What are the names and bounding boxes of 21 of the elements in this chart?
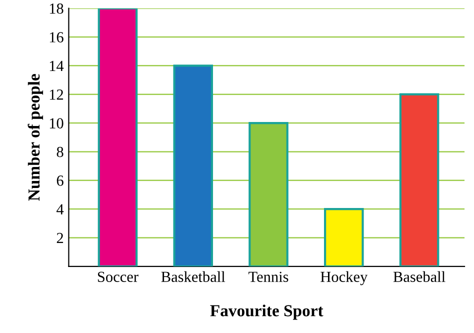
x-tick-label: Basketball bbox=[161, 271, 226, 282]
y-tick-label: 18 bbox=[50, 3, 64, 14]
x-axis-title: Favourite Sport bbox=[210, 304, 324, 320]
bar bbox=[324, 208, 364, 266]
y-tick-label: 2 bbox=[56, 232, 64, 244]
bar bbox=[98, 8, 138, 266]
bar bbox=[248, 122, 288, 266]
x-tick-label: Hockey bbox=[320, 271, 368, 286]
y-tick-label: 12 bbox=[50, 90, 64, 100]
y-tick-label: 8 bbox=[56, 146, 64, 158]
bar bbox=[399, 93, 440, 266]
y-tick-label: 14 bbox=[50, 60, 64, 71]
y-tick-label: 10 bbox=[50, 118, 64, 128]
x-tick-label: Tennis bbox=[248, 272, 288, 282]
x-tick-label: Soccer bbox=[98, 272, 138, 282]
y-axis-title: Number of people bbox=[28, 74, 44, 201]
bar bbox=[173, 64, 214, 266]
y-tick-label: 16 bbox=[50, 32, 64, 42]
y-tick-label: 4 bbox=[56, 204, 64, 214]
x-tick-label: Baseball bbox=[393, 271, 446, 282]
y-tick-label: 6 bbox=[56, 176, 64, 186]
